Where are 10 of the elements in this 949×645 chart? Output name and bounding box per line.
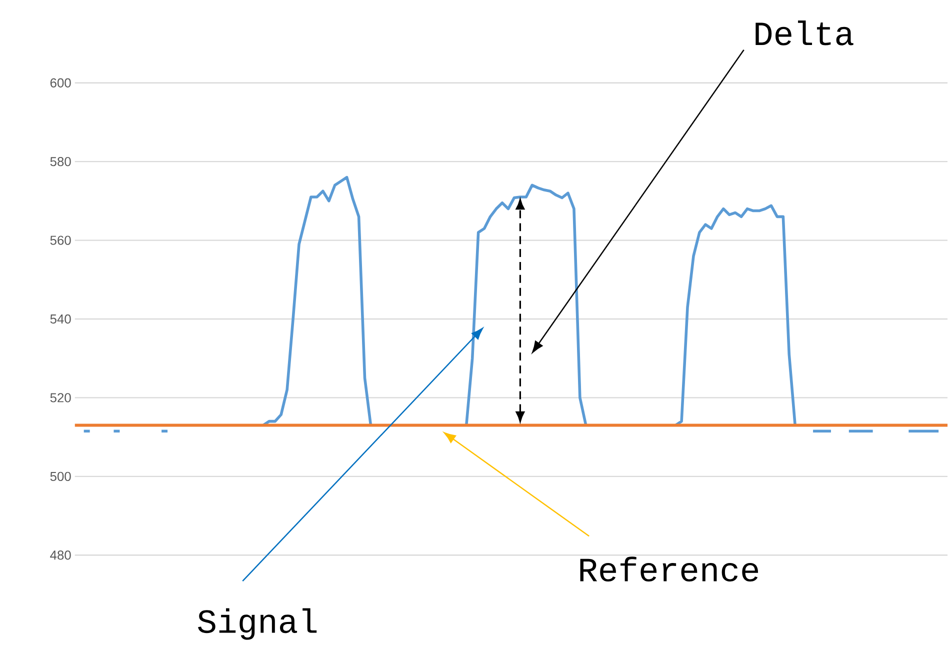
y-tick-label: 600 <box>50 78 71 88</box>
y-tick-label: 520 <box>50 393 71 402</box>
y-tick-label: 540 <box>50 314 71 324</box>
y-tick-label: 480 <box>50 550 71 560</box>
y-tick-label: 500 <box>50 472 71 481</box>
text: Delta <box>756 20 854 46</box>
text: Reference <box>580 556 758 582</box>
text: Signal <box>198 608 317 640</box>
y-tick-label: 580 <box>50 156 71 166</box>
y-tick-label: 560 <box>50 236 71 245</box>
